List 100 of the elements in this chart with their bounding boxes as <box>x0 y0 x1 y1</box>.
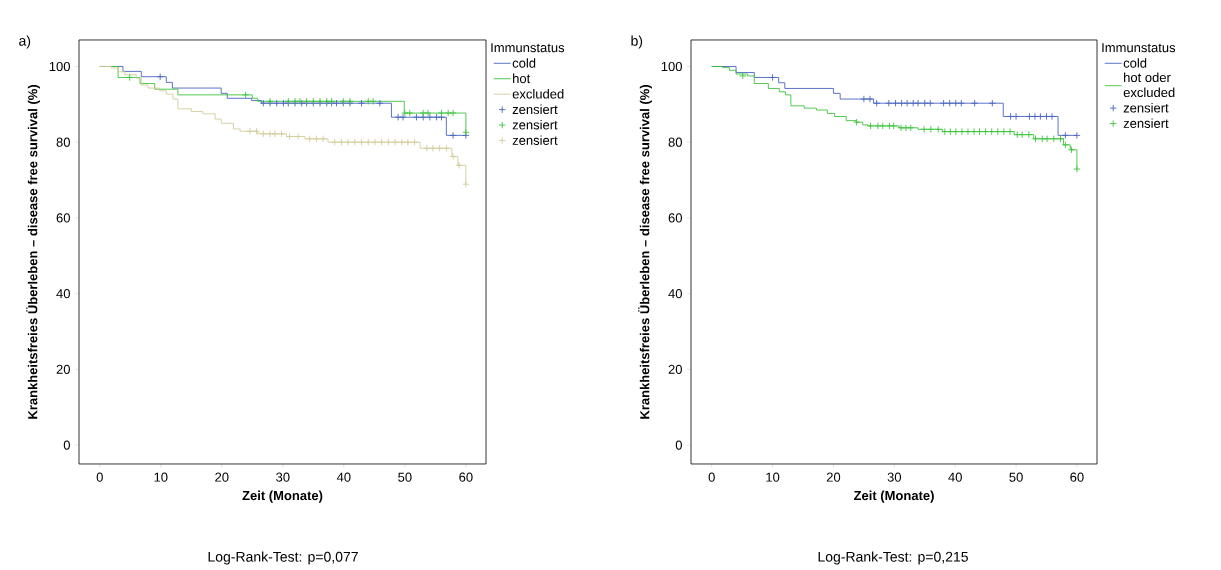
point <box>860 95 868 103</box>
point <box>399 113 407 121</box>
point <box>897 99 906 107</box>
point <box>351 138 359 146</box>
point <box>934 125 942 133</box>
point <box>902 124 910 132</box>
point <box>319 135 327 143</box>
x-axis-title: Zeit (Monate) <box>853 490 934 503</box>
x-tick-label: 40 <box>948 472 962 482</box>
point <box>426 113 434 121</box>
point <box>891 99 900 107</box>
point <box>1013 130 1021 139</box>
x-tick-label: 60 <box>1070 472 1084 482</box>
point <box>444 109 452 117</box>
point <box>988 127 996 136</box>
legend-label: hot <box>513 73 531 84</box>
y-tick-label: 0 <box>63 440 70 450</box>
point <box>442 144 450 152</box>
y-tick-label: 40 <box>56 289 70 299</box>
legend-label: zensiert <box>1123 118 1169 128</box>
y-tick-label: 80 <box>56 137 70 147</box>
point <box>344 138 352 146</box>
x-tick-label: 20 <box>215 472 229 482</box>
point <box>1031 135 1040 143</box>
legend-title: Immunstatus <box>491 43 565 53</box>
point <box>294 132 302 141</box>
point <box>437 109 446 117</box>
point <box>988 99 996 107</box>
point <box>277 130 286 138</box>
point <box>1073 165 1081 173</box>
text: Log-Rank-Test: p=0,077 <box>208 551 358 565</box>
point <box>271 130 279 138</box>
point <box>357 99 366 107</box>
x-tick-label: 30 <box>887 472 902 482</box>
point <box>964 127 972 136</box>
x-axis-title: Zeit (Monate) <box>242 490 323 503</box>
x-tick-label: 50 <box>398 472 412 482</box>
point <box>852 118 861 126</box>
point <box>259 99 267 107</box>
point <box>939 99 948 107</box>
point <box>1006 127 1014 136</box>
point <box>1050 135 1058 143</box>
point <box>1056 135 1065 143</box>
chart-title: b) <box>631 35 643 49</box>
point <box>376 99 384 107</box>
point <box>994 127 1002 136</box>
text: Log-Rank-Test: p=0,215 <box>818 551 968 565</box>
point <box>424 109 432 117</box>
point <box>391 138 399 146</box>
point <box>1061 131 1070 140</box>
legend-label: zensiert <box>512 119 558 130</box>
y-tick-label: 60 <box>56 213 70 223</box>
legend-label: zensiert <box>512 104 558 115</box>
point <box>369 97 377 105</box>
point <box>406 109 414 117</box>
point <box>970 127 978 136</box>
x-tick-label: 20 <box>826 472 841 482</box>
point <box>312 135 321 143</box>
y-axis-title: Krankheitsfreies Überleben – disease free survival (%) <box>26 85 40 419</box>
point <box>462 128 470 136</box>
point <box>394 113 402 121</box>
point <box>331 138 339 146</box>
point <box>866 122 875 130</box>
y-tick-label: 100 <box>661 61 682 72</box>
point <box>455 161 463 169</box>
point <box>941 127 949 136</box>
y-tick-label: 80 <box>668 137 682 147</box>
point <box>246 127 254 135</box>
x-tick-label: 50 <box>1009 472 1023 482</box>
point <box>971 99 979 107</box>
point <box>156 73 164 81</box>
chart-title: a) <box>19 35 31 49</box>
point <box>946 99 954 107</box>
x-tick-label: 10 <box>766 472 780 482</box>
point <box>273 99 281 107</box>
point <box>1031 112 1039 121</box>
point <box>1043 135 1051 143</box>
point <box>252 127 261 135</box>
point <box>1006 112 1015 121</box>
point <box>914 99 922 107</box>
x-tick-label: 10 <box>154 472 168 482</box>
point <box>890 122 898 130</box>
legend-label: excluded <box>512 89 564 99</box>
point <box>285 132 294 141</box>
point <box>1012 112 1020 121</box>
point <box>981 127 990 136</box>
point <box>1000 127 1008 136</box>
point <box>927 125 935 133</box>
point <box>364 97 372 105</box>
legend-title: Immunstatus <box>1102 43 1176 53</box>
point <box>920 125 928 133</box>
point <box>1048 112 1056 121</box>
point <box>1073 131 1081 140</box>
point <box>412 113 421 121</box>
legend-label: zensiert <box>512 135 558 145</box>
x-tick-label: 0 <box>708 472 715 482</box>
point <box>126 73 134 82</box>
x-tick-label: 30 <box>276 472 290 482</box>
point <box>903 99 911 107</box>
legend-label: zensiert <box>1123 102 1169 113</box>
